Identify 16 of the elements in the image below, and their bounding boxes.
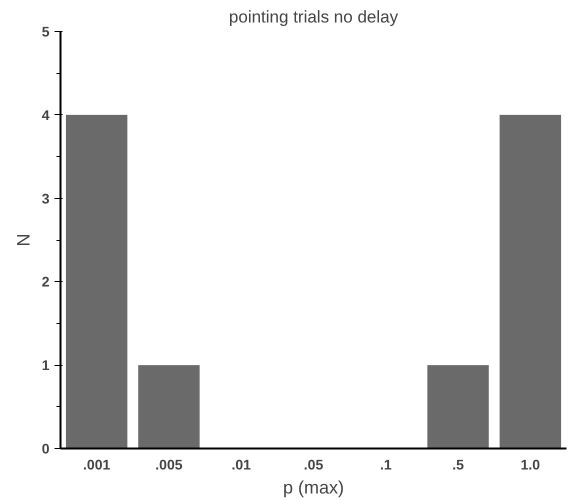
x-tick-label: .01	[231, 456, 252, 472]
chart-title: pointing trials no delay	[228, 8, 399, 26]
x-tick-label: 1.0	[520, 456, 540, 472]
x-tick-label: .5	[452, 456, 464, 472]
y-tick-label: 1	[42, 357, 50, 374]
y-tick-label: 2	[42, 274, 50, 290]
x-axis-title: p (max)	[283, 478, 344, 498]
x-tick-label: .005	[155, 456, 183, 472]
y-tick-label: 0	[42, 440, 50, 456]
x-tick-label: .05	[304, 456, 324, 472]
y-axis-title: N	[14, 234, 34, 246]
x-tick-label: .1	[380, 456, 392, 472]
y-tick-label: 3	[42, 190, 50, 206]
x-tick-label: .001	[83, 456, 110, 472]
y-tick-label: 5	[42, 24, 50, 40]
y-tick-label: 4	[42, 106, 50, 123]
